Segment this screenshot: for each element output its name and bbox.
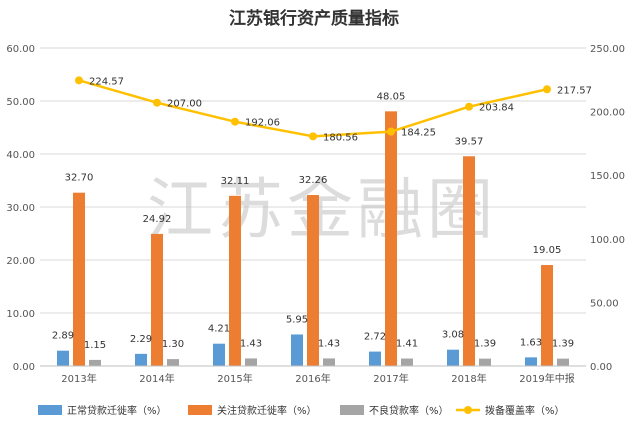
bar-value-label: 19.05 xyxy=(533,245,562,256)
x-tick-label: 2014年 xyxy=(139,372,174,385)
line-value-label: 180.56 xyxy=(323,132,358,143)
y-right-tick-label: 50.00 xyxy=(590,298,619,309)
bar-value-label: 1.43 xyxy=(318,338,340,349)
bar-value-label: 2.72 xyxy=(364,332,386,343)
bar-value-label: 32.11 xyxy=(221,176,250,187)
y-left-tick-label: 40.00 xyxy=(6,150,35,161)
x-tick-label: 2016年 xyxy=(295,372,330,385)
y-left-tick-label: 10.00 xyxy=(6,309,35,320)
line-value-label: 184.25 xyxy=(401,128,436,139)
coverage-line xyxy=(75,76,551,141)
bar xyxy=(323,358,335,366)
line-value-label: 192.06 xyxy=(245,118,280,129)
x-tick-label: 2017年 xyxy=(373,372,408,385)
bar xyxy=(463,156,475,366)
bar xyxy=(229,195,241,366)
line-point xyxy=(543,85,551,94)
line-point xyxy=(465,102,473,111)
y-left-tick-label: 30.00 xyxy=(6,203,35,214)
bar-value-label: 1.15 xyxy=(84,340,106,351)
x-tick-label: 2018年 xyxy=(451,372,486,385)
line-point xyxy=(387,127,395,136)
line-path xyxy=(78,79,548,138)
line-point xyxy=(231,117,239,126)
bar xyxy=(73,192,85,366)
bar-value-label: 1.43 xyxy=(240,338,262,349)
bars xyxy=(57,111,569,367)
x-tick-label: 2015年 xyxy=(217,372,252,385)
bar xyxy=(57,350,69,366)
chart-title: 江苏银行资产质量指标 xyxy=(229,8,399,29)
bar xyxy=(291,334,303,366)
legend-swatch xyxy=(38,405,62,415)
bar-value-label: 1.39 xyxy=(552,339,574,350)
y-right-tick-label: 0.00 xyxy=(590,362,612,373)
bar-value-label: 2.29 xyxy=(130,334,152,345)
legend-swatch xyxy=(340,405,364,415)
bar xyxy=(89,359,101,366)
bar-value-label: 48.05 xyxy=(377,91,406,102)
line-value-label: 217.57 xyxy=(557,85,592,96)
bar-value-label: 32.26 xyxy=(299,175,328,186)
line-point xyxy=(309,132,317,141)
bar-value-label: 32.70 xyxy=(65,173,94,184)
legend-label: 正常贷款迁徙率（%） xyxy=(67,404,167,417)
bar xyxy=(557,358,569,366)
y-left-tick-label: 50.00 xyxy=(6,97,35,108)
y-right-tick-label: 250.00 xyxy=(590,44,625,55)
watermark: 江苏金融圈 xyxy=(147,171,497,248)
bar xyxy=(151,233,163,366)
bar-value-label: 39.57 xyxy=(455,136,484,147)
data-labels: 2.89 2.29 4.21 5.95 2.72 3.08 1.63 32.70 24.92 32… xyxy=(52,76,592,351)
y-right-tick-label: 100.00 xyxy=(590,235,625,246)
bar-value-label: 5.95 xyxy=(286,314,308,325)
line-value-label: 203.84 xyxy=(479,103,514,114)
legend-label: 拨备覆盖率（%） xyxy=(485,404,565,417)
bar xyxy=(479,358,491,366)
bar xyxy=(447,349,459,366)
bar xyxy=(213,343,225,366)
y-left-tick-label: 60.00 xyxy=(6,44,35,55)
line-point xyxy=(153,98,161,107)
legend-label: 关注贷款迁徙率（%） xyxy=(217,404,317,417)
line-value-label: 207.00 xyxy=(167,99,202,110)
legend-label: 不良贷款率（%） xyxy=(369,404,449,417)
x-tick-label: 2019年中报 xyxy=(519,372,574,385)
bar xyxy=(385,111,397,367)
bar-value-label: 24.92 xyxy=(143,214,172,225)
bar-value-label: 1.41 xyxy=(396,339,418,350)
bar xyxy=(135,353,147,366)
bar-value-label: 4.21 xyxy=(208,324,230,335)
line-value-label: 224.57 xyxy=(89,76,124,87)
bar-value-label: 1.63 xyxy=(520,337,542,348)
legend-swatch xyxy=(188,405,212,415)
y-right-tick-label: 150.00 xyxy=(590,171,625,182)
bar xyxy=(525,357,537,366)
bar xyxy=(245,358,257,366)
x-tick-label: 2013年 xyxy=(61,372,96,385)
bar xyxy=(401,358,413,366)
line-point xyxy=(75,76,83,85)
bar-value-label: 1.30 xyxy=(162,339,184,350)
y-left-tick-label: 0.00 xyxy=(13,362,35,373)
legend: 正常贷款迁徙率（%） 关注贷款迁徙率（%） 不良贷款率（%） 拨备覆盖率（%） xyxy=(38,404,565,417)
y-right-tick-label: 200.00 xyxy=(590,108,625,119)
bar xyxy=(541,265,553,366)
bar xyxy=(369,351,381,366)
axes: 0.00 10.00 20.00 30.00 40.00 50.00 60.00 0.00 50… xyxy=(6,44,625,385)
legend-swatch-marker xyxy=(464,406,472,414)
bar-value-label: 1.39 xyxy=(474,339,496,350)
bar-value-label: 3.08 xyxy=(442,330,464,341)
bar xyxy=(307,195,319,366)
bar xyxy=(167,359,179,366)
y-left-tick-label: 20.00 xyxy=(6,256,35,267)
bar-value-label: 2.89 xyxy=(52,331,74,342)
